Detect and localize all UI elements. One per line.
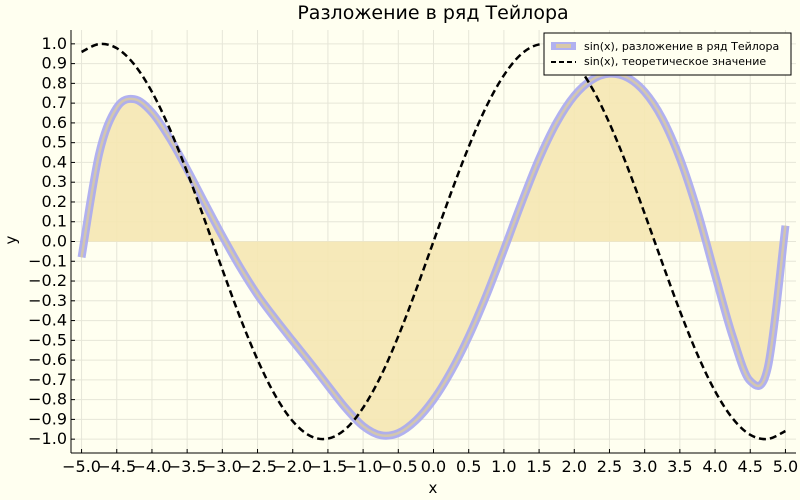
y-tick-label: 0.4 xyxy=(42,152,67,171)
y-tick-label: −0.8 xyxy=(28,390,67,409)
y-tick-label: −0.9 xyxy=(28,409,67,428)
y-tick-label: 0.7 xyxy=(42,93,67,112)
x-tick-label: −2.0 xyxy=(273,457,312,476)
y-tick-label: 0.8 xyxy=(42,73,67,92)
y-tick-label: −0.7 xyxy=(28,370,67,389)
y-tick-label: 0.1 xyxy=(42,212,67,231)
axes xyxy=(70,30,796,454)
x-tick-label: 4.5 xyxy=(738,457,763,476)
x-tick-label: 0.5 xyxy=(456,457,481,476)
series-line-taylor-core xyxy=(80,72,787,437)
series-lines xyxy=(77,42,790,441)
legend-label-taylor: sin(x), разложение в ряд Тейлора xyxy=(584,40,779,53)
y-tick-label: −0.1 xyxy=(28,251,67,270)
legend: sin(x), разложение в ряд Тейлора sin(x),… xyxy=(543,32,792,76)
y-tick-label: −0.6 xyxy=(28,350,67,369)
x-tick-label: 1.0 xyxy=(491,457,516,476)
chart-title: Разложение в ряд Тейлора xyxy=(297,2,568,24)
x-tick-label: −1.0 xyxy=(344,457,383,476)
x-tick-label: 3.0 xyxy=(632,457,657,476)
y-tick-label: 0.2 xyxy=(42,192,67,211)
x-tick-labels: −5.0−4.5−4.0−3.5−3.0−2.5−2.0−1.5−1.0−0.5… xyxy=(62,457,798,476)
legend-box xyxy=(543,32,792,76)
legend-swatch-taylor-fill xyxy=(556,44,571,48)
x-tick-label: 0.0 xyxy=(421,457,446,476)
x-axis-label: x xyxy=(429,479,438,497)
y-tick-label: −0.4 xyxy=(28,311,67,330)
area-fill xyxy=(81,73,786,436)
x-tick-label: −1.5 xyxy=(308,457,347,476)
x-tick-label: 2.5 xyxy=(597,457,622,476)
y-tick-label: 0.6 xyxy=(42,113,67,132)
x-tick-label: 5.0 xyxy=(773,457,798,476)
x-tick-label: −4.5 xyxy=(97,457,136,476)
x-tick-label: −4.0 xyxy=(133,457,172,476)
y-tick-labels: 1.00.90.80.70.60.50.40.30.20.10.0−0.1−0.… xyxy=(28,34,67,448)
y-tick-label: −1.0 xyxy=(28,429,67,448)
x-tick-label: −2.5 xyxy=(238,457,277,476)
y-tick-label: 0.5 xyxy=(42,133,67,152)
y-tick-label: −0.2 xyxy=(28,271,67,290)
x-tick-label: 2.0 xyxy=(562,457,587,476)
y-tick-label: 0.0 xyxy=(42,232,67,251)
x-tick-label: 3.5 xyxy=(667,457,692,476)
x-tick-label: −0.5 xyxy=(379,457,418,476)
y-tick-label: 0.3 xyxy=(42,172,67,191)
y-tick-label: −0.3 xyxy=(28,291,67,310)
x-tick-label: −3.5 xyxy=(168,457,207,476)
y-tick-label: −0.5 xyxy=(28,330,67,349)
y-tick-label: 0.9 xyxy=(42,54,67,73)
legend-label-theoretical: sin(x), теоретическое значение xyxy=(584,55,766,68)
series-fill-to-zero xyxy=(81,73,786,436)
y-tick-label: 1.0 xyxy=(42,34,67,53)
x-tick-label: −3.0 xyxy=(203,457,242,476)
x-tick-label: 1.5 xyxy=(526,457,551,476)
x-tick-label: 4.0 xyxy=(702,457,727,476)
y-axis-label: y xyxy=(2,235,20,244)
x-tick-label: −5.0 xyxy=(62,457,101,476)
